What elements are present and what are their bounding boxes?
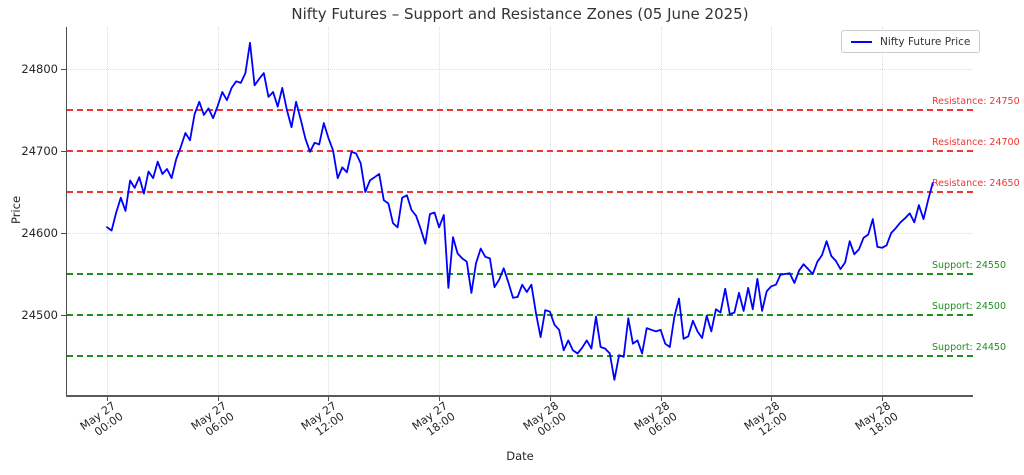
y-tick-mark: [61, 68, 66, 70]
y-tick-label: 24800: [21, 62, 58, 76]
support-label: Support: 24550: [932, 259, 1006, 271]
gridline-x: [882, 27, 883, 395]
x-tick-mark: [549, 397, 551, 401]
gridline-x: [550, 27, 551, 395]
resistance-line: [67, 150, 973, 152]
y-tick-mark: [61, 150, 66, 152]
legend: Nifty Future Price: [841, 30, 981, 53]
legend-line-sample: [851, 40, 872, 43]
y-tick-label: 24500: [21, 308, 58, 322]
x-tick-mark: [770, 397, 772, 401]
x-tick-mark: [881, 397, 883, 401]
y-axis-spine: [65, 27, 67, 397]
gridline-x: [107, 27, 108, 395]
gridline-x: [771, 27, 772, 395]
gridline-y: [67, 69, 973, 70]
support-label: Support: 24450: [932, 341, 1006, 353]
support-line: [67, 273, 973, 275]
gridline-x: [218, 27, 219, 395]
support-line: [67, 355, 973, 357]
resistance-label: Resistance: 24650: [932, 177, 1020, 189]
y-tick-label: 24600: [21, 226, 58, 240]
y-tick-mark: [61, 314, 66, 316]
support-label: Support: 24500: [932, 300, 1006, 312]
y-tick-label: 24700: [21, 144, 58, 158]
resistance-label: Resistance: 24700: [932, 136, 1020, 148]
resistance-line: [67, 191, 973, 193]
x-tick-mark: [217, 397, 219, 401]
x-axis-spine: [65, 395, 973, 397]
x-axis-label: Date: [506, 449, 534, 463]
gridline-y: [67, 233, 973, 234]
resistance-label: Resistance: 24750: [932, 95, 1020, 107]
resistance-line: [67, 109, 973, 111]
x-tick-mark: [327, 397, 329, 401]
gridline-x: [661, 27, 662, 395]
gridline-x: [439, 27, 440, 395]
x-tick-mark: [106, 397, 108, 401]
support-line: [67, 314, 973, 316]
x-tick-mark: [438, 397, 440, 401]
price-line: [106, 41, 934, 381]
chart-title: Nifty Futures – Support and Resistance Z…: [291, 5, 749, 23]
y-tick-mark: [61, 232, 66, 234]
legend-label: Nifty Future Price: [880, 35, 971, 48]
gridline-x: [328, 27, 329, 395]
x-tick-mark: [660, 397, 662, 401]
